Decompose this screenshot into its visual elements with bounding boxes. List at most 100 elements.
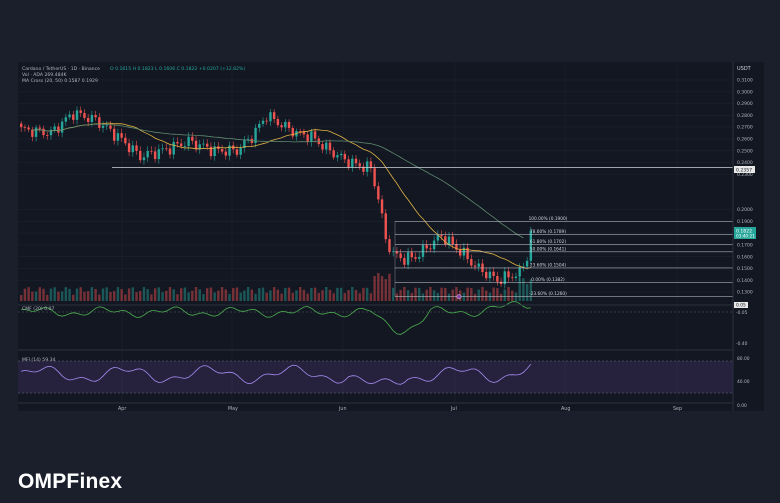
- ohlc-readout: O 0.1615 H 0.1823 L 0.1606 C 0.1822 +0.0…: [110, 66, 245, 72]
- volume-bar: [90, 287, 94, 301]
- fib-level-label: 23.60% (0.1504): [530, 262, 566, 268]
- volume-bar: [384, 279, 387, 301]
- mfi-indicator[interactable]: [18, 360, 733, 394]
- candle-body: [246, 138, 250, 140]
- candle-body: [258, 123, 261, 128]
- volume-bar: [525, 284, 529, 301]
- candle-body: [365, 161, 369, 172]
- volume-bar: [191, 290, 194, 301]
- candle-body: [157, 149, 161, 160]
- price-tick: 0.1900: [737, 219, 753, 225]
- volume-bar: [473, 293, 477, 301]
- candle-body: [488, 271, 492, 279]
- candle-body: [224, 151, 227, 156]
- candle-body: [161, 148, 164, 150]
- volume-bar: [258, 288, 261, 301]
- volume-bar: [302, 289, 306, 301]
- volume-bar: [198, 289, 201, 301]
- candle-body: [511, 277, 514, 279]
- candle-body: [113, 128, 116, 141]
- candle-body: [179, 143, 183, 147]
- volume-bar: [150, 294, 153, 301]
- volume-bar: [228, 293, 231, 301]
- candle-body: [194, 140, 198, 150]
- candle-body: [150, 150, 153, 152]
- candle-body: [206, 143, 209, 147]
- volume-bar: [522, 278, 525, 301]
- volume-bar: [161, 292, 164, 301]
- candle-body: [284, 121, 287, 128]
- candle-body: [514, 276, 518, 279]
- candle-body: [83, 112, 86, 118]
- candle-body: [485, 271, 488, 279]
- candle-body: [458, 249, 462, 256]
- mfi-line: [21, 363, 532, 385]
- volume-bar: [466, 287, 469, 301]
- volume-bar: [492, 287, 495, 301]
- volume-bar: [295, 290, 298, 301]
- candle-body: [75, 110, 79, 120]
- fib-level-label: 61.80% (0.1702): [530, 239, 566, 245]
- volume-bar: [365, 287, 369, 301]
- candle-body: [146, 150, 149, 158]
- candle-body: [321, 144, 324, 150]
- candle-body: [101, 125, 105, 128]
- volume-bar: [23, 288, 27, 301]
- volume-bar: [432, 290, 436, 301]
- fib-level-label: 100.00% (0.1900): [529, 216, 568, 222]
- price-tick: 0.2900: [737, 101, 753, 107]
- volume-bar: [272, 287, 276, 301]
- volume-bar: [165, 290, 168, 301]
- cmf-legend: CMF (20) 0.07: [22, 306, 54, 312]
- volume-bar: [529, 279, 533, 301]
- fib-retracement[interactable]: 100.00% (0.1900) 78.60% (0.1789) 61.80% (0…: [394, 216, 733, 300]
- candle-body: [202, 143, 205, 145]
- volume-bars: [20, 273, 533, 301]
- volume-bar: [27, 287, 30, 301]
- price-tick: 0.1500: [737, 266, 753, 272]
- candle-body: [406, 252, 410, 265]
- candle-body: [310, 131, 313, 143]
- volume-bar: [477, 289, 480, 301]
- volume-bar: [34, 291, 38, 301]
- volume-bar: [72, 294, 75, 301]
- candle-body: [60, 121, 64, 133]
- volume-bar: [351, 287, 354, 301]
- fib-level-label: -23.60% (0.1260): [529, 291, 567, 297]
- volume-bar: [42, 288, 45, 301]
- candle-body: [142, 157, 146, 161]
- fib-anchor-handle: [456, 294, 462, 300]
- mfi-band: [18, 361, 733, 393]
- candle-body: [90, 114, 94, 122]
- volume-bar: [217, 290, 220, 301]
- candle-body: [377, 186, 380, 200]
- volume-bar: [176, 294, 179, 301]
- candle-body: [27, 127, 30, 130]
- candle-body: [410, 252, 413, 258]
- price-candles[interactable]: [20, 106, 533, 289]
- volume-bar: [269, 290, 272, 301]
- cmf-indicator[interactable]: [18, 301, 733, 335]
- volume-bar: [246, 287, 250, 301]
- candle-body: [243, 139, 246, 148]
- candle-body: [139, 150, 142, 161]
- candle-body: [49, 129, 53, 136]
- volume-bar: [213, 292, 216, 301]
- support-price-label: 0.2357: [736, 168, 752, 174]
- candle-body: [306, 134, 309, 143]
- price-tick: 0.2300: [737, 172, 753, 178]
- candle-body: [135, 145, 138, 151]
- volume-bar: [332, 293, 335, 301]
- time-tick: Apr: [118, 406, 126, 412]
- candle-body: [299, 131, 302, 132]
- candle-body: [492, 271, 495, 277]
- candle-body: [98, 117, 101, 128]
- volume-bar: [447, 293, 451, 301]
- price-tick: 0.2800: [737, 113, 753, 119]
- candle-body: [522, 266, 525, 268]
- candle-body: [235, 149, 239, 155]
- volume-bar: [120, 289, 123, 301]
- volume-bar: [179, 288, 183, 301]
- volume-bar: [254, 293, 257, 301]
